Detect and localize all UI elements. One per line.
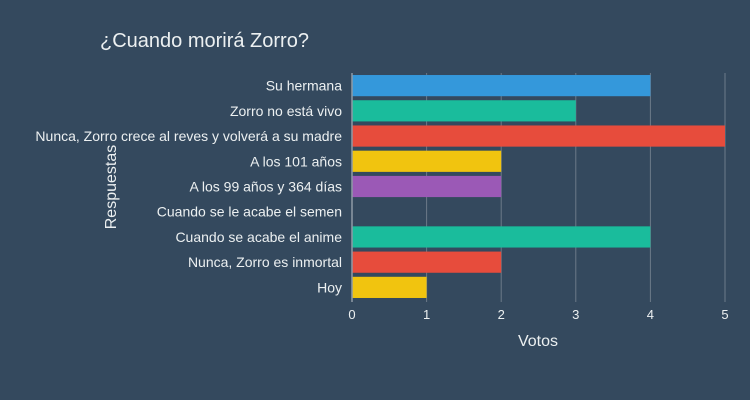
x-tick-label: 3 bbox=[572, 307, 579, 322]
bars bbox=[352, 75, 725, 298]
category-label: Nunca, Zorro crece al reves y volverá a … bbox=[35, 128, 342, 144]
bar bbox=[352, 226, 651, 248]
category-label: A los 101 años bbox=[250, 153, 342, 169]
bar bbox=[352, 125, 725, 147]
bar bbox=[352, 75, 651, 97]
x-tick-labels: 0 1 2 3 4 5 bbox=[348, 307, 728, 322]
category-label: Su hermana bbox=[266, 78, 342, 94]
category-labels: Su hermana Zorro no está vivo Nunca, Zorro… bbox=[35, 78, 342, 296]
bar bbox=[352, 276, 427, 298]
x-tick-label: 2 bbox=[498, 307, 505, 322]
bar bbox=[352, 100, 576, 122]
y-axis-title: Respuestas bbox=[103, 145, 120, 230]
category-label: Cuando se le acabe el semen bbox=[157, 204, 342, 220]
bar bbox=[352, 251, 502, 273]
category-label: A los 99 años y 364 días bbox=[189, 179, 342, 195]
x-tick-label: 5 bbox=[721, 307, 728, 322]
category-label: Hoy bbox=[317, 279, 342, 295]
x-tick-label: 1 bbox=[423, 307, 430, 322]
category-label: Cuando se acabe el anime bbox=[175, 229, 342, 245]
bar bbox=[352, 150, 502, 172]
x-tick-label: 4 bbox=[647, 307, 654, 322]
chart-title: ¿Cuando morirá Zorro? bbox=[100, 30, 309, 52]
bar bbox=[352, 175, 502, 198]
x-axis-title: Votos bbox=[518, 333, 558, 350]
category-label: Nunca, Zorro es inmortal bbox=[188, 254, 342, 270]
category-label: Zorro no está vivo bbox=[230, 103, 342, 119]
x-tick-label: 0 bbox=[348, 307, 355, 322]
